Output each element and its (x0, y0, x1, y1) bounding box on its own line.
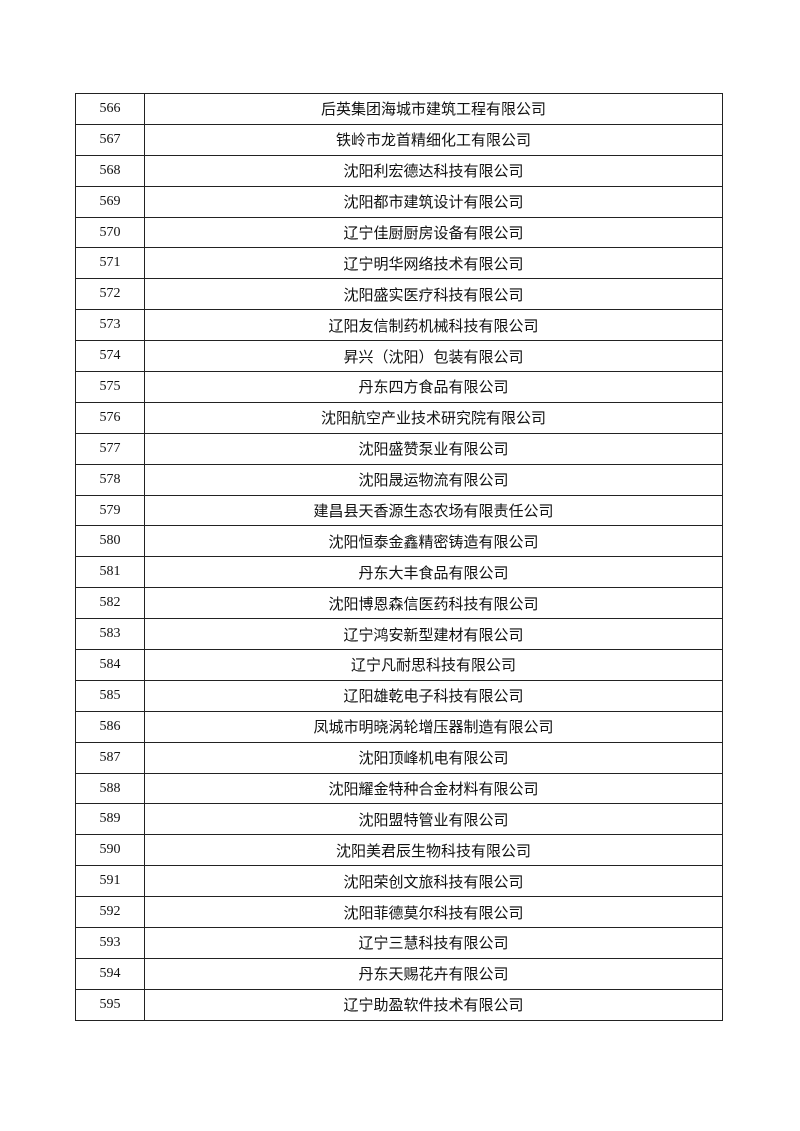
table-row: 567 铁岭市龙首精细化工有限公司 (75, 123, 723, 156)
table-row: 594 丹东天赐花卉有限公司 (75, 957, 723, 990)
company-name: 丹东天赐花卉有限公司 (144, 957, 723, 990)
row-number: 591 (75, 865, 145, 898)
company-name: 铁岭市龙首精细化工有限公司 (144, 123, 723, 156)
table-row: 592 沈阳菲德莫尔科技有限公司 (75, 896, 723, 929)
table-row: 585 辽阳雄乾电子科技有限公司 (75, 679, 723, 712)
row-number: 570 (75, 216, 145, 249)
row-number: 583 (75, 618, 145, 651)
row-number: 585 (75, 679, 145, 712)
table-row: 579 建昌县天香源生态农场有限责任公司 (75, 494, 723, 527)
table-row: 569 沈阳都市建筑设计有限公司 (75, 185, 723, 218)
row-number: 576 (75, 401, 145, 434)
company-name: 辽宁助盈软件技术有限公司 (144, 988, 723, 1021)
company-name: 沈阳顶峰机电有限公司 (144, 741, 723, 774)
row-number: 572 (75, 278, 145, 311)
company-name: 辽宁三慧科技有限公司 (144, 927, 723, 959)
company-name: 沈阳盛赞泵业有限公司 (144, 432, 723, 465)
table-row: 571 辽宁明华网络技术有限公司 (75, 247, 723, 280)
row-number: 568 (75, 154, 145, 187)
table-row: 588 沈阳耀金特种合金材料有限公司 (75, 772, 723, 805)
row-number: 573 (75, 309, 145, 342)
table-row: 568 沈阳利宏德达科技有限公司 (75, 154, 723, 187)
company-name: 辽宁佳厨厨房设备有限公司 (144, 216, 723, 249)
company-name: 建昌县天香源生态农场有限责任公司 (144, 494, 723, 527)
company-name: 昇兴（沈阳）包装有限公司 (144, 340, 723, 373)
row-number: 592 (75, 896, 145, 929)
table-row: 570 辽宁佳厨厨房设备有限公司 (75, 216, 723, 249)
table-row: 587 沈阳顶峰机电有限公司 (75, 741, 723, 774)
table-row: 591 沈阳荣创文旅科技有限公司 (75, 865, 723, 898)
row-number: 584 (75, 649, 145, 681)
company-name: 沈阳利宏德达科技有限公司 (144, 154, 723, 187)
row-number: 569 (75, 185, 145, 218)
company-name: 凤城市明晓涡轮增压器制造有限公司 (144, 710, 723, 743)
table-row: 590 沈阳美君辰生物科技有限公司 (75, 834, 723, 867)
table-row: 573 辽阳友信制药机械科技有限公司 (75, 309, 723, 342)
table-row: 583 辽宁鸿安新型建材有限公司 (75, 618, 723, 651)
company-name: 沈阳盟特管业有限公司 (144, 803, 723, 836)
company-name: 辽阳雄乾电子科技有限公司 (144, 679, 723, 712)
row-number: 574 (75, 340, 145, 373)
company-name: 沈阳航空产业技术研究院有限公司 (144, 401, 723, 434)
company-name: 辽宁鸿安新型建材有限公司 (144, 618, 723, 651)
row-number: 571 (75, 247, 145, 280)
company-name: 后英集团海城市建筑工程有限公司 (144, 93, 723, 125)
company-name: 沈阳盛实医疗科技有限公司 (144, 278, 723, 311)
company-name: 沈阳都市建筑设计有限公司 (144, 185, 723, 218)
row-number: 588 (75, 772, 145, 805)
row-number: 578 (75, 463, 145, 496)
row-number: 587 (75, 741, 145, 774)
company-name: 丹东大丰食品有限公司 (144, 556, 723, 589)
row-number: 577 (75, 432, 145, 465)
table-row: 574 昇兴（沈阳）包装有限公司 (75, 340, 723, 373)
row-number: 581 (75, 556, 145, 589)
table-row: 566 后英集团海城市建筑工程有限公司 (75, 93, 723, 125)
table-row: 580 沈阳恒泰金鑫精密铸造有限公司 (75, 525, 723, 558)
row-number: 579 (75, 494, 145, 527)
company-name: 辽宁明华网络技术有限公司 (144, 247, 723, 280)
row-number: 594 (75, 957, 145, 990)
table-row: 593 辽宁三慧科技有限公司 (75, 927, 723, 959)
table-row: 578 沈阳晟运物流有限公司 (75, 463, 723, 496)
table-row: 572 沈阳盛实医疗科技有限公司 (75, 278, 723, 311)
company-name: 沈阳耀金特种合金材料有限公司 (144, 772, 723, 805)
company-name: 沈阳恒泰金鑫精密铸造有限公司 (144, 525, 723, 558)
row-number: 567 (75, 123, 145, 156)
row-number: 566 (75, 93, 145, 125)
row-number: 582 (75, 587, 145, 620)
company-name: 丹东四方食品有限公司 (144, 371, 723, 403)
row-number: 593 (75, 927, 145, 959)
row-number: 590 (75, 834, 145, 867)
company-name: 沈阳博恩森信医药科技有限公司 (144, 587, 723, 620)
row-number: 586 (75, 710, 145, 743)
company-name: 沈阳晟运物流有限公司 (144, 463, 723, 496)
table-row: 575 丹东四方食品有限公司 (75, 371, 723, 403)
row-number: 595 (75, 988, 145, 1021)
table-row: 577 沈阳盛赞泵业有限公司 (75, 432, 723, 465)
company-name: 辽阳友信制药机械科技有限公司 (144, 309, 723, 342)
table-row: 589 沈阳盟特管业有限公司 (75, 803, 723, 836)
company-name: 沈阳美君辰生物科技有限公司 (144, 834, 723, 867)
company-table: 566 后英集团海城市建筑工程有限公司 567 铁岭市龙首精细化工有限公司 568 沈阳利… (75, 93, 723, 1021)
table-row: 582 沈阳博恩森信医药科技有限公司 (75, 587, 723, 620)
company-name: 沈阳菲德莫尔科技有限公司 (144, 896, 723, 929)
company-name: 辽宁凡耐思科技有限公司 (144, 649, 723, 681)
row-number: 580 (75, 525, 145, 558)
table-row: 576 沈阳航空产业技术研究院有限公司 (75, 401, 723, 434)
table-row: 581 丹东大丰食品有限公司 (75, 556, 723, 589)
table-row: 584 辽宁凡耐思科技有限公司 (75, 649, 723, 681)
row-number: 575 (75, 371, 145, 403)
table-row: 586 凤城市明晓涡轮增压器制造有限公司 (75, 710, 723, 743)
table-row: 595 辽宁助盈软件技术有限公司 (75, 988, 723, 1021)
row-number: 589 (75, 803, 145, 836)
company-name: 沈阳荣创文旅科技有限公司 (144, 865, 723, 898)
